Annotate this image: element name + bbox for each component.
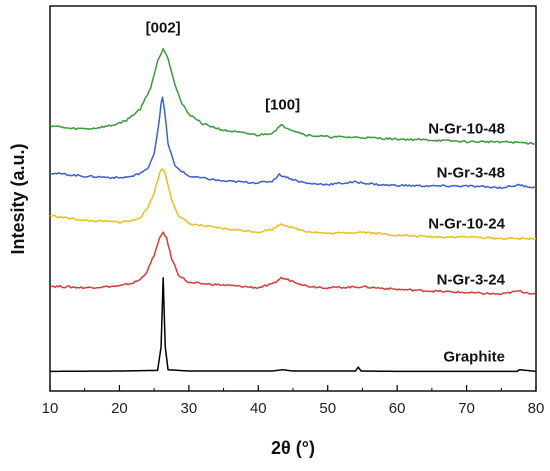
x-tick-label: 10 (42, 400, 59, 417)
x-tick-label: 30 (181, 400, 198, 417)
x-tick-label: 60 (389, 400, 406, 417)
x-tick-label: 70 (458, 400, 475, 417)
series-line-n-gr-3-24 (49, 231, 537, 296)
x-tick-label: 50 (319, 400, 336, 417)
peak-annotations: [002] [100] (146, 19, 300, 113)
series-layer (49, 48, 537, 373)
x-axis-label: 2θ (°) (271, 438, 315, 458)
series-label-n-gr-3-24: N-Gr-3-24 (437, 271, 506, 288)
peak-annotation-100: [100] (265, 96, 300, 113)
series-label-n-gr-10-48: N-Gr-10-48 (428, 120, 505, 137)
series-label-graphite: Graphite (443, 348, 505, 365)
x-tick-label: 20 (111, 400, 128, 417)
x-axis-ticks: 10 20 30 40 50 60 70 80 (42, 385, 545, 417)
y-axis-label: Intesity (a.u.) (8, 143, 28, 254)
x-tick-label: 40 (250, 400, 267, 417)
plot-frame (49, 5, 537, 392)
series-label-n-gr-10-24: N-Gr-10-24 (428, 216, 505, 233)
series-line-n-gr-10-48 (49, 48, 537, 145)
series-label-n-gr-3-48: N-Gr-3-48 (437, 165, 505, 182)
series-labels: Graphite N-Gr-3-24 N-Gr-10-24 N-Gr-3-48 N-Gr… (428, 120, 505, 365)
x-tick-label: 80 (528, 400, 545, 417)
plot-area: 10 20 30 40 50 60 70 80 Graphite N-Gr-3-24 N-Gr-1… (42, 5, 545, 417)
peak-annotation-002: [002] (146, 19, 181, 36)
series-line-n-gr-3-48 (49, 96, 537, 190)
series-line-n-gr-10-24 (49, 168, 537, 241)
series-line-graphite (49, 277, 537, 373)
